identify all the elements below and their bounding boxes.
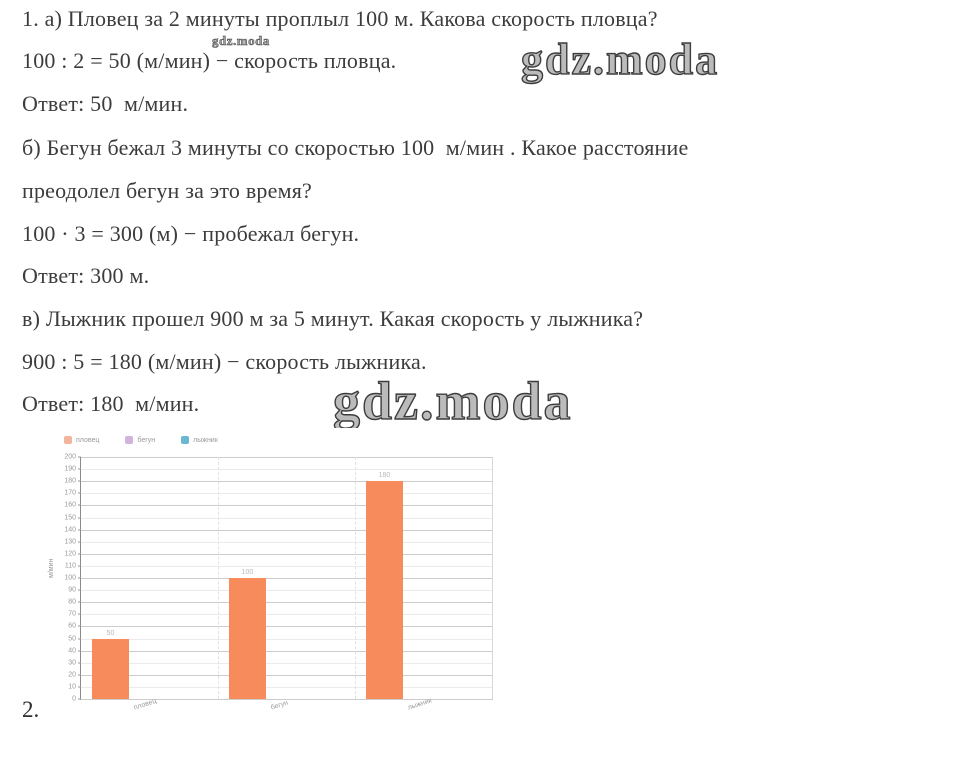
- y-tick-label: 0: [72, 695, 76, 703]
- y-tick-mark: [78, 601, 81, 603]
- gridline: [81, 578, 492, 579]
- y-tick-label: 60: [68, 622, 76, 630]
- y-tick-label: 190: [64, 465, 76, 473]
- chart-plot: 0 10 20 30 40 50 60 70 80 90 100 110 120 130 140 150 160…: [64, 454, 493, 712]
- gridline: [81, 614, 492, 616]
- y-tick-mark: [78, 613, 81, 615]
- problem-1a-question: 1. а) Пловец за 2 минуты проплыл 100 м. …: [22, 6, 658, 31]
- y-tick-mark: [78, 662, 81, 664]
- y-tick-mark: [78, 504, 81, 506]
- y-tick-mark: [78, 674, 81, 676]
- legend-item-label: бегун: [137, 436, 156, 444]
- y-tick-mark: [78, 638, 81, 639]
- legend-item-лыжник: лыжник: [181, 436, 218, 444]
- problem-1b-question-line2: преодолел бегун за это время?: [22, 178, 312, 203]
- y-tick-mark: [78, 468, 81, 470]
- column-separator: [217, 457, 219, 699]
- gridline: [81, 457, 492, 458]
- y-tick-mark: [78, 456, 81, 458]
- gridline: [81, 481, 492, 483]
- gridline: [81, 699, 492, 700]
- y-tick-label: 160: [64, 501, 76, 509]
- problem-1b-answer: Ответ: 300 м.: [22, 263, 150, 288]
- gridline: [81, 674, 492, 676]
- y-tick-label: 30: [68, 659, 76, 667]
- y-tick-label: 100: [64, 574, 76, 582]
- watermark-large-middle: gdz.moda: [332, 370, 573, 431]
- y-tick-label: 70: [68, 610, 76, 618]
- legend-item-пловец: пловец: [64, 436, 99, 444]
- y-tick-mark: [78, 650, 81, 652]
- speed-bar-chart: пловец бегун лыжник м/мин 0 10 20 30 40 50 60 70 8…: [40, 428, 497, 724]
- gridline: [81, 505, 492, 507]
- problem-1b-question-line1: б) Бегун бежал 3 минуты со скоростью 100…: [22, 135, 689, 160]
- problem-1v-answer: Ответ: 180 м/мин.: [22, 391, 200, 416]
- y-tick-label: 180: [64, 477, 76, 485]
- y-tick-label: 110: [64, 562, 76, 570]
- legend-swatch-icon: [181, 436, 190, 444]
- y-tick-mark: [78, 541, 81, 543]
- y-tick-label: 10: [68, 683, 76, 691]
- problem-1a-equation: 100 : 2 = 50 (м/мин) − скорость пловца.: [22, 48, 397, 73]
- y-tick-mark: [78, 589, 81, 591]
- gridline: [81, 529, 492, 531]
- y-tick-mark: [78, 625, 81, 627]
- gridline: [81, 626, 492, 628]
- problem-1v-equation: 900 : 5 = 180 (м/мин) − скорость лыжника…: [22, 349, 427, 374]
- x-axis-label: бегун: [270, 699, 290, 712]
- legend-item-label: пловец: [76, 436, 100, 444]
- gridline: [81, 541, 492, 543]
- y-tick-label: 80: [68, 598, 76, 606]
- gridline: [81, 565, 492, 567]
- y-tick-label: 140: [64, 526, 76, 534]
- gridline: [81, 602, 492, 604]
- y-tick-mark: [78, 517, 81, 518]
- bar-лыжник: [365, 481, 403, 699]
- gridline: [81, 469, 492, 471]
- legend-swatch-icon: [125, 436, 134, 444]
- y-tick-mark: [78, 577, 81, 579]
- y-tick-label: 50: [68, 635, 76, 642]
- legend-item-бегун: бегун: [125, 436, 155, 444]
- problem-1a-answer: Ответ: 50 м/мин.: [22, 91, 189, 116]
- column-separator: [354, 457, 356, 699]
- y-tick-label: 20: [68, 671, 76, 679]
- y-tick-mark: [78, 698, 81, 700]
- y-tick-label: 200: [64, 453, 76, 461]
- bar-value-label: 100: [241, 569, 254, 576]
- bar-пловец: [91, 638, 129, 699]
- y-tick-mark: [78, 529, 81, 531]
- y-tick-label: 90: [68, 586, 76, 594]
- gridline: [81, 650, 492, 652]
- y-tick-label: 120: [64, 550, 76, 558]
- y-tick-label: 40: [68, 647, 76, 655]
- watermark-large-top: gdz.moda: [520, 34, 720, 84]
- y-tick-mark: [78, 553, 81, 555]
- y-tick-label: 170: [64, 489, 76, 497]
- gridline: [81, 553, 492, 555]
- legend-swatch-icon: [64, 436, 72, 444]
- problem-1b-equation: 100 · 3 = 300 (м) − пробежал бегун.: [22, 221, 360, 246]
- y-tick-mark: [78, 565, 81, 567]
- y-tick-mark: [78, 686, 81, 688]
- gridline: [81, 686, 492, 688]
- y-tick-label: 130: [64, 538, 76, 546]
- gridline: [81, 638, 492, 640]
- watermark-small: gdz.moda: [212, 33, 270, 49]
- bar-value-label: 180: [378, 472, 391, 480]
- y-tick-mark: [78, 480, 81, 482]
- y-tick-mark: [78, 492, 81, 494]
- bar-value-label: 50: [106, 629, 115, 637]
- chart-legend: пловец бегун лыжник: [64, 436, 218, 444]
- next-problem-number: 2.: [22, 697, 40, 722]
- legend-item-label: лыжник: [193, 436, 218, 444]
- gridline: [81, 590, 492, 592]
- gridline: [81, 517, 492, 519]
- problem-1v-question: в) Лыжник прошел 900 м за 5 минут. Какая…: [22, 306, 644, 331]
- gridline: [81, 662, 492, 664]
- y-tick-label: 150: [64, 514, 76, 521]
- bar-бегун: [228, 578, 266, 699]
- y-axis-title: м/мин: [48, 558, 55, 578]
- gridline: [81, 493, 492, 495]
